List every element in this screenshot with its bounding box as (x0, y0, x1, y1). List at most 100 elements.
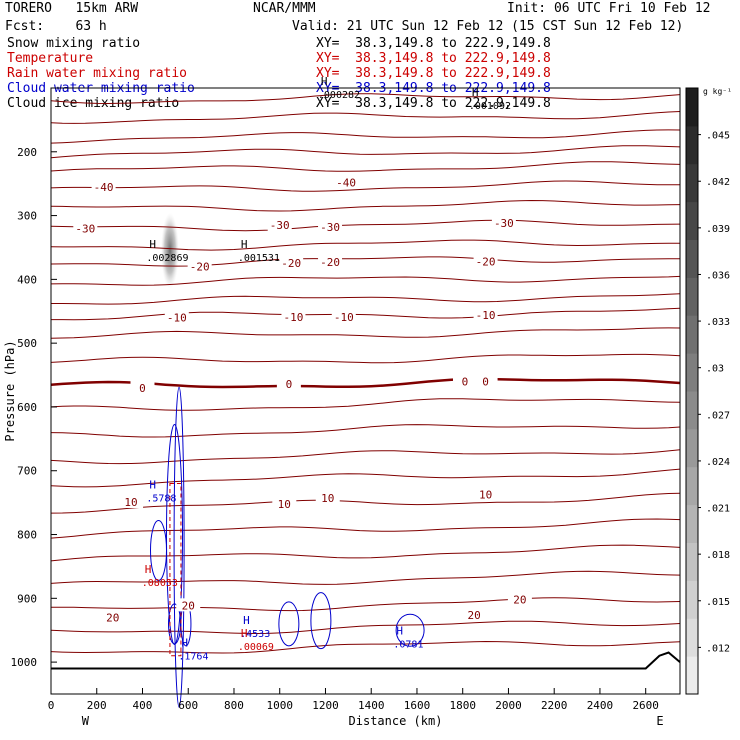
ground-surface-line (51, 651, 681, 670)
y-tick-label: 900 (17, 592, 37, 605)
isotherm-line (50, 199, 681, 212)
isotherm-label: -30 (494, 217, 514, 230)
isotherm-label-bg (276, 376, 301, 390)
isotherm-label-bg (473, 308, 498, 322)
isotherm-label: 0 (139, 382, 146, 395)
isotherm-line (50, 449, 681, 465)
x-tick-label: 0 (48, 699, 55, 712)
colorbar-tick-label: .015 (706, 597, 730, 608)
isotherm-line (50, 219, 681, 232)
maximum-marker: H (472, 86, 479, 99)
plot-frame (50, 87, 681, 695)
colorbar-unit: g kg⁻¹ (703, 87, 732, 96)
x-tick-label: 600 (178, 699, 198, 712)
isotherm-label: -10 (167, 312, 187, 325)
colorbar-frame (685, 87, 699, 695)
x-tick-label: 1400 (358, 699, 385, 712)
isotherm-label-bg (100, 610, 125, 624)
y-tick-label: 400 (17, 273, 37, 286)
x-tick-label: 2600 (632, 699, 659, 712)
isotherm-label: 10 (124, 496, 137, 509)
isotherm-label-bg (462, 607, 487, 621)
maximum-value: .0781 (393, 639, 423, 650)
isotherm-label-bg (267, 218, 292, 232)
isotherm-label: 10 (479, 488, 492, 501)
legend-field-xy: XY= 38.3,149.8 to 222.9,149.8 (316, 36, 551, 51)
x-tick-label: 1200 (312, 699, 339, 712)
legend-field-xy: XY= 38.3,149.8 to 222.9,149.8 (316, 66, 551, 81)
maximum-marker: H (241, 627, 248, 640)
legend-field-name: Cloud ice mixing ratio (7, 96, 180, 111)
isotherm-label-bg (491, 216, 516, 230)
colorbar-tick-label: .027 (706, 410, 730, 421)
maximum-marker: H (149, 238, 156, 251)
maximum-value: .4533 (240, 629, 270, 640)
isotherm-line (50, 275, 681, 286)
colorbar-swatch (686, 656, 698, 695)
isotherm-line (50, 518, 681, 539)
x-tick-label: 1600 (404, 699, 431, 712)
colorbar-swatch (686, 201, 698, 240)
forecast-hour: Fcst: 63 h (5, 19, 107, 34)
snow-mixing-shading (160, 212, 179, 289)
colorbar-swatch (686, 239, 698, 278)
isotherm-label: -20 (476, 256, 496, 269)
isotherm-line (50, 129, 681, 144)
isotherm-label: -40 (94, 181, 114, 194)
isotherm-label: -30 (270, 219, 290, 232)
isotherm-line (50, 570, 681, 585)
isotherm-label-bg (73, 221, 98, 235)
maximum-value: .1764 (178, 652, 208, 663)
colorbar-swatch (686, 88, 698, 127)
legend-field-xy: XY= 38.3,149.8 to 222.9,149.8 (316, 51, 551, 66)
isotherm-line (50, 468, 681, 488)
isotherm-label: -30 (320, 221, 340, 234)
y-tick-label: 500 (17, 337, 37, 350)
isotherm-label: 20 (106, 611, 119, 624)
cloud-water-contour (173, 386, 185, 708)
isotherm-label-bg (473, 374, 498, 388)
legend-field-name: Rain water mixing ratio (7, 66, 188, 81)
valid-time: Valid: 21 UTC Sun 12 Feb 12 (15 CST Sun … (292, 19, 684, 34)
maximum-value: .001531 (238, 253, 280, 264)
cloud-water-contour (310, 592, 332, 650)
colorbar-swatch (686, 618, 698, 657)
isotherm-label-bg (272, 496, 297, 510)
colorbar-tick-label: .021 (706, 504, 730, 515)
isotherm-line (50, 239, 680, 251)
isotherm-label-bg (334, 175, 359, 189)
maximum-marker: H (321, 75, 328, 88)
cloud-water-contour (278, 601, 300, 647)
isotherm-label: 20 (468, 609, 481, 622)
model-title: TORERO 15km ARW (5, 1, 139, 16)
isotherm-line (50, 256, 681, 267)
y-axis-label: Pressure (hPa) (3, 340, 17, 441)
isotherm-label-bg (315, 491, 340, 505)
isotherm-line (50, 327, 681, 339)
isotherm-label: -10 (334, 311, 354, 324)
isotherm-line (50, 161, 681, 172)
maximum-marker: H (181, 637, 188, 650)
x-tick-label: 800 (224, 699, 244, 712)
colorbar-swatch (686, 163, 698, 203)
x-axis-label: Distance (km) (349, 714, 443, 728)
isotherm-label: 10 (278, 498, 291, 511)
colorbar-swatch (686, 504, 698, 543)
colorbar-tick-label: .039 (706, 224, 730, 235)
legend-field-name: Temperature (7, 51, 94, 66)
colorbar-tick-label: .03 (706, 364, 724, 375)
isotherm-line (50, 93, 681, 105)
x-tick-label: 1800 (449, 699, 476, 712)
isotherm-label: 0 (286, 378, 293, 391)
maximum-marker: H (145, 563, 152, 576)
init-time: Init: 06 UTC Fri 10 Feb 12 (507, 1, 711, 16)
isotherm-label-bg (281, 310, 306, 324)
cloud-water-contour (166, 424, 184, 646)
isotherm-label-bg (507, 592, 532, 606)
colorbar-swatch (686, 428, 698, 468)
rain-water-contour (169, 482, 182, 657)
colorbar-tick-label: .018 (706, 550, 730, 561)
colorbar-swatch (686, 315, 698, 354)
isotherm-label: -10 (476, 309, 496, 322)
